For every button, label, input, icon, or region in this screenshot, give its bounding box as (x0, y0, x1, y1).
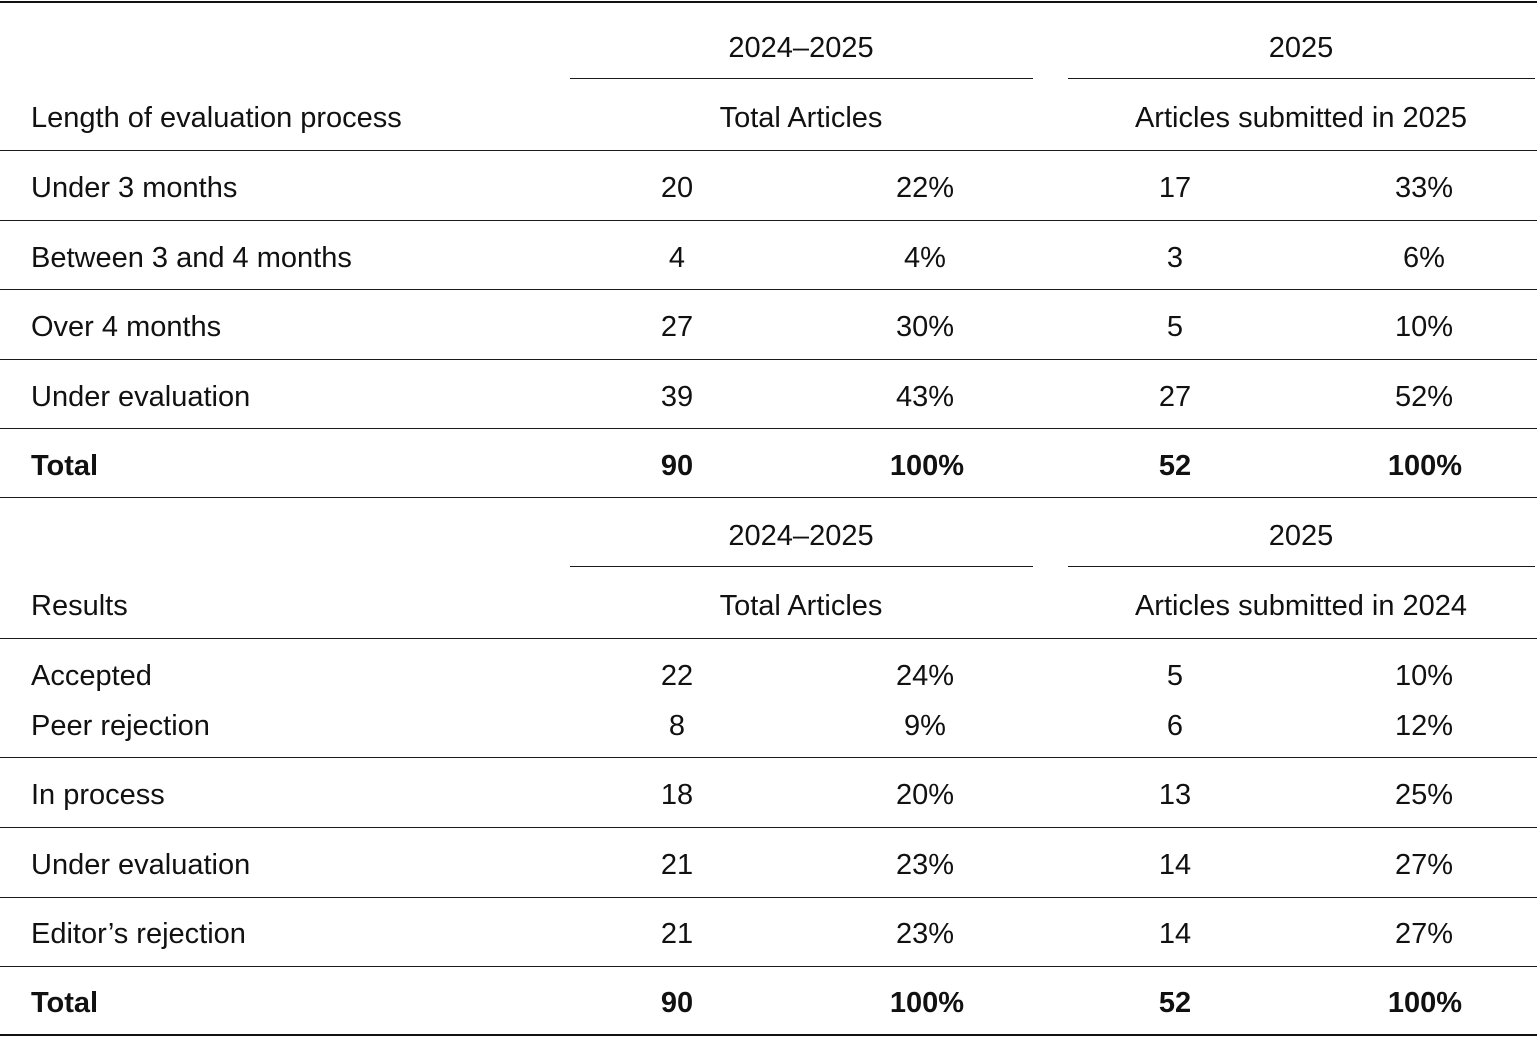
row-rule (0, 428, 1537, 429)
row-label: Editor’s rejection (31, 918, 246, 950)
row-label: Between 3 and 4 months (31, 242, 352, 274)
cell-count-b: 14 (1158, 918, 1192, 950)
cell-percent-a: 23% (895, 849, 955, 881)
cell-percent-b: 12% (1394, 710, 1454, 742)
period-header-a: 2024–2025 (728, 32, 874, 64)
total-count-a: 90 (660, 987, 694, 1019)
cell-percent-a: 23% (895, 918, 955, 950)
header-rule (0, 150, 1537, 151)
cell-count-b: 13 (1158, 779, 1192, 811)
cell-percent-a: 30% (895, 311, 955, 343)
period-header-b: 2025 (1268, 32, 1334, 64)
cell-count-a: 20 (660, 172, 694, 204)
row-rule (0, 757, 1537, 758)
cell-percent-b: 33% (1394, 172, 1454, 204)
cell-count-b: 14 (1158, 849, 1192, 881)
period-b-underline (1068, 566, 1535, 567)
cell-count-b: 6 (1166, 710, 1184, 742)
total-percent-b: 100% (1387, 987, 1463, 1019)
total-count-b: 52 (1158, 450, 1192, 482)
cell-percent-a: 24% (895, 660, 955, 692)
cell-count-a: 8 (668, 710, 686, 742)
period-b-underline (1068, 78, 1535, 79)
cell-percent-b: 52% (1394, 381, 1454, 413)
row-rule (0, 897, 1537, 898)
period-header-a: 2024–2025 (728, 520, 874, 552)
cell-count-a: 27 (660, 311, 694, 343)
column-header-b: Articles submitted in 2025 (1134, 102, 1468, 134)
row-rule (0, 966, 1537, 967)
cell-percent-b: 25% (1394, 779, 1454, 811)
cell-count-a: 4 (668, 242, 686, 274)
column-header-a: Total Articles (719, 590, 883, 622)
cell-count-b: 5 (1166, 660, 1184, 692)
cell-percent-a: 9% (904, 710, 946, 742)
total-percent-a: 100% (889, 450, 965, 482)
row-label: Under 3 months (31, 172, 238, 204)
cell-percent-b: 10% (1394, 660, 1454, 692)
cell-percent-b: 6% (1403, 242, 1445, 274)
row-rule (0, 289, 1537, 290)
table-top-rule (0, 1, 1537, 3)
period-a-underline (570, 78, 1033, 79)
cell-percent-a: 22% (895, 172, 955, 204)
row-rule (0, 827, 1537, 828)
row-rule (0, 359, 1537, 360)
row-rule (0, 220, 1537, 221)
cell-percent-b: 27% (1394, 918, 1454, 950)
row-label: Under evaluation (31, 381, 251, 413)
cell-count-b: 5 (1166, 311, 1184, 343)
column-header-a: Total Articles (719, 102, 883, 134)
cell-count-b: 3 (1166, 242, 1184, 274)
row-label: In process (31, 779, 165, 811)
section-divider-rule (0, 497, 1537, 498)
cell-count-b: 27 (1158, 381, 1192, 413)
row-label: Peer rejection (31, 710, 210, 742)
row-label: Under evaluation (31, 849, 251, 881)
total-label: Total (31, 450, 99, 482)
row-header-label: Results (31, 590, 128, 622)
period-header-b: 2025 (1268, 520, 1334, 552)
table-bottom-rule (0, 1034, 1537, 1036)
cell-percent-a: 20% (895, 779, 955, 811)
total-count-b: 52 (1158, 987, 1192, 1019)
cell-percent-a: 43% (895, 381, 955, 413)
cell-percent-b: 27% (1394, 849, 1454, 881)
cell-count-a: 18 (660, 779, 694, 811)
cell-percent-a: 4% (904, 242, 946, 274)
total-percent-b: 100% (1387, 450, 1463, 482)
cell-percent-b: 10% (1394, 311, 1454, 343)
cell-count-a: 39 (660, 381, 694, 413)
row-label: Over 4 months (31, 311, 222, 343)
cell-count-a: 21 (660, 918, 694, 950)
row-header-label: Length of evaluation process (31, 102, 402, 134)
total-count-a: 90 (660, 450, 694, 482)
cell-count-a: 21 (660, 849, 694, 881)
row-label: Accepted (31, 660, 152, 692)
cell-count-a: 22 (660, 660, 694, 692)
column-header-b: Articles submitted in 2024 (1134, 590, 1468, 622)
total-label: Total (31, 987, 99, 1019)
cell-count-b: 17 (1158, 172, 1192, 204)
period-a-underline (570, 566, 1033, 567)
total-percent-a: 100% (889, 987, 965, 1019)
header-rule (0, 638, 1537, 639)
